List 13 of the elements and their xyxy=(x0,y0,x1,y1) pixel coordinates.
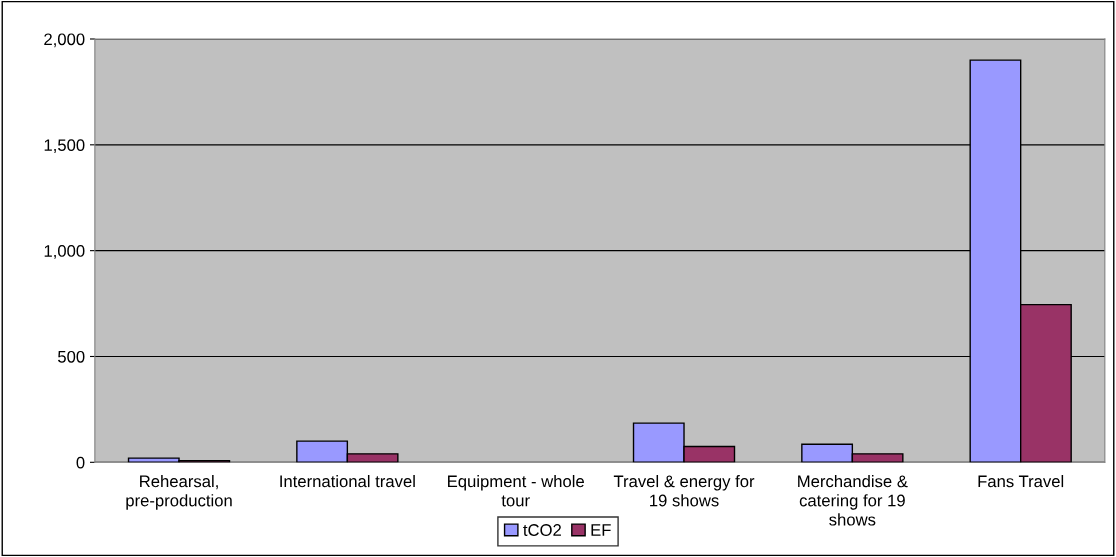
x-tick-label: Fans Travel xyxy=(978,475,1064,488)
legend-label: tCO2 xyxy=(523,524,561,536)
y-tick-label: 1,500 xyxy=(44,139,85,153)
y-tick-label: 0 xyxy=(76,456,85,469)
y-tick-label: 2,000 xyxy=(44,33,85,48)
legend-label: EF xyxy=(591,524,611,536)
x-tick-label: International travel xyxy=(280,475,415,488)
y-tick-label: 1,000 xyxy=(44,245,85,259)
x-tick-label: Travel & energy for 19 shows xyxy=(613,475,755,507)
x-tick-label: Rehearsal, pre-production xyxy=(126,475,232,510)
y-tick-label: 500 xyxy=(58,350,85,363)
x-tick-label: Merchandise & catering for 19 shows xyxy=(798,475,908,526)
x-tick-label: Equipment - whole tour xyxy=(448,475,584,507)
